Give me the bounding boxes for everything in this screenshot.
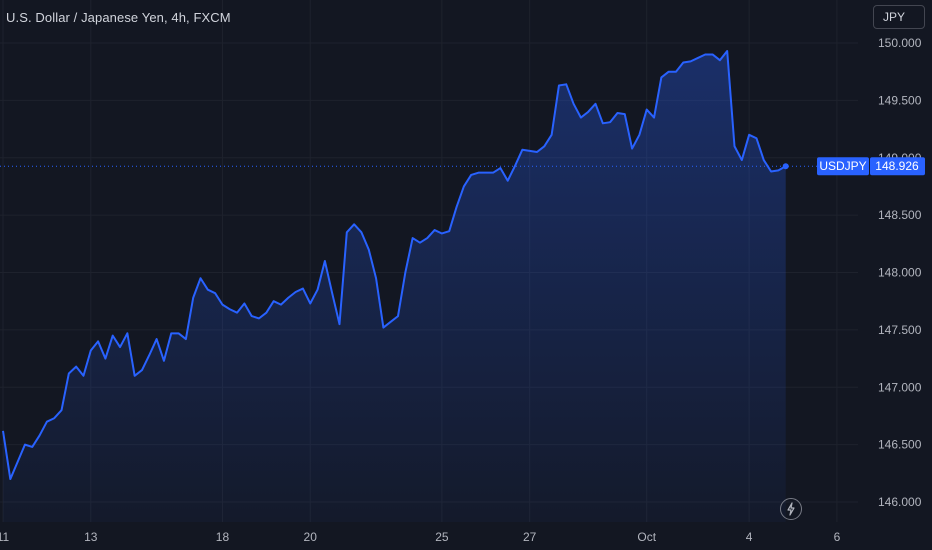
area-fill [3, 51, 786, 522]
y-tick-label: 147.000 [878, 380, 922, 394]
x-tick-label: 4 [746, 530, 753, 544]
x-tick-label: 11 [0, 530, 10, 544]
y-tick-label: 146.000 [878, 495, 922, 509]
x-tick-label: 27 [523, 530, 537, 544]
price-tag [870, 157, 925, 176]
y-tick-label: 148.000 [878, 266, 922, 280]
symbol-tag [817, 157, 869, 176]
y-tick-label: 146.500 [878, 438, 922, 452]
y-tick-label: 150.000 [878, 36, 922, 50]
x-tick-label: 18 [216, 530, 230, 544]
y-tick-label: 148.500 [878, 208, 922, 222]
chart-title: U.S. Dollar / Japanese Yen, 4h, FXCM [6, 10, 231, 25]
y-tick-label: 147.500 [878, 323, 922, 337]
series-line [2, 50, 787, 481]
x-tick-label: 13 [84, 530, 98, 544]
x-tick-label: Oct [637, 530, 656, 544]
symbol-tag-label: USDJPY [819, 159, 866, 173]
currency-button[interactable]: JPY [873, 5, 925, 29]
y-tick-label: 149.500 [878, 93, 922, 107]
x-tick-label: 20 [304, 530, 318, 544]
x-tick-label: 25 [435, 530, 449, 544]
last-point-dot [782, 163, 789, 170]
x-tick-label: 6 [834, 530, 841, 544]
flash-button[interactable] [780, 498, 802, 520]
lightning-bolt-icon [787, 502, 795, 516]
price-tag-label: 148.926 [875, 159, 919, 173]
